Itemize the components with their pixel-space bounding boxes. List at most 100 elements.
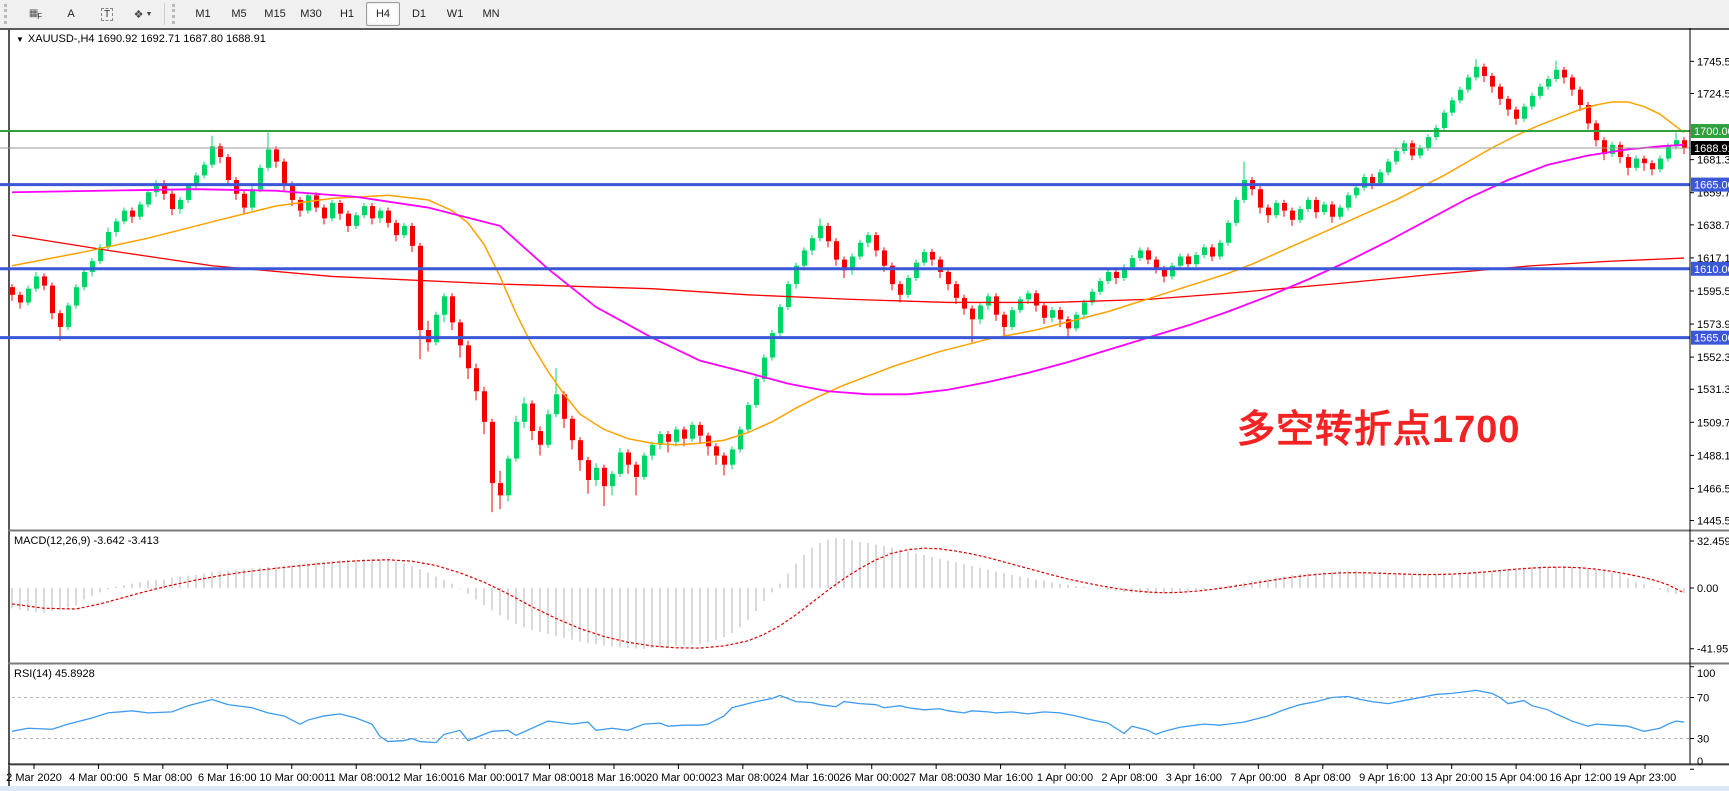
candle-body [82,271,87,288]
candle-body [850,256,855,271]
symbol-dropdown-icon[interactable]: ▼ [16,35,24,44]
grid-icon: ▦F [28,7,42,21]
candle-body [1186,256,1191,265]
candle-body [378,210,383,219]
candle-body [114,221,119,233]
candle-body [146,192,151,205]
symbol-title[interactable]: ▼ XAUUSD-,H4 1690.92 1692.71 1687.80 1688… [16,33,266,45]
price-tag-label: 1610.00 [1694,264,1729,276]
candle-body [1394,150,1399,162]
candle-body [682,429,687,439]
candle-body [730,449,735,465]
axis-label: 100 [1697,668,1715,680]
time-label: 19 Apr 23:00 [1614,772,1676,784]
candle-body [1226,222,1231,243]
candle-body [922,251,927,263]
candle-body [858,242,863,257]
candle-body [930,251,935,260]
macd-legend: MACD(12,26,9) -3.642 -3.413 [14,535,159,547]
arrows-tool-button[interactable]: ❖ ▼ [126,2,160,26]
timeframe-button-W1[interactable]: W1 [446,8,464,20]
candle-body [1194,255,1199,265]
candle-body [1586,105,1591,124]
candle-body [778,307,783,334]
axis-label: 1724.50 [1697,89,1729,101]
candle-body [170,193,175,210]
candle-body [1106,271,1111,282]
text-tool-button[interactable]: T [90,2,124,26]
candle-body [338,202,343,214]
axis-label: 1681.30 [1697,155,1729,167]
macd-signal-line [11,547,1685,649]
axis-label: 1745.50 [1697,56,1729,68]
timeframe-button-D1[interactable]: D1 [411,8,427,20]
candle-body [546,414,551,445]
candle-body [586,460,591,481]
toolbar-drag-handle[interactable] [4,4,15,24]
toolbar-drag-handle-2[interactable] [172,4,183,24]
candle-body [882,250,887,266]
candle-body [314,195,319,208]
timeframe-button-M15[interactable]: M15 [264,8,286,20]
chart-canvas[interactable]: 1745.501724.501681.301659.701638.701617.… [0,28,1729,791]
candle-body [1218,242,1223,257]
candle-body [1546,78,1551,87]
candle-body [1178,256,1183,266]
rsi-line [11,689,1685,744]
candle-body [202,164,207,176]
candle-body [810,238,815,251]
candle-body [1674,140,1679,147]
axis-label: 1552.30 [1697,352,1729,364]
candle-body [1018,299,1023,311]
axis-label: 1445.50 [1697,516,1729,528]
candle-body [1626,157,1631,168]
timeframe-button-M5[interactable]: M5 [231,8,247,20]
time-label: 24 Mar 16:00 [775,772,840,784]
timeframe-button-H1[interactable]: H1 [339,8,355,20]
candle-body [1554,69,1559,79]
candle-body [58,313,63,327]
candle-body [26,288,31,303]
crosshair-tool-button[interactable]: A [67,8,75,20]
drawing-tools-group: ▦F A T ❖ ▼ [17,0,161,28]
candle-body [578,440,583,461]
axis-label: 1488.10 [1697,450,1729,462]
candle-body [1146,250,1151,260]
candle-body [594,467,599,481]
time-label: 27 Mar 08:00 [904,772,969,784]
axis-label: -41.95 [1697,644,1728,656]
candle-body [914,262,919,278]
candle-body [106,232,111,248]
candle-body [666,434,671,442]
candle-body [1082,302,1087,315]
time-label: 2 Apr 08:00 [1101,772,1157,784]
candle-body [634,464,639,477]
candle-body [354,215,359,226]
timeframe-button-MN[interactable]: MN [482,8,500,20]
timeframe-button-H4[interactable]: H4 [366,2,400,26]
chart-shift-tool-button[interactable]: ▦F [18,2,52,26]
candle-body [506,458,511,496]
candle-body [658,434,663,445]
timeframe-button-M30[interactable]: M30 [300,8,322,20]
candle-body [1266,207,1271,216]
candle-body [1306,199,1311,210]
candle-body [530,403,535,432]
candle-body [786,284,791,308]
candle-body [1410,143,1415,156]
candle-body [674,429,679,442]
candle-body [1514,109,1519,119]
axis-label: 70 [1697,693,1709,705]
candle-body [1114,271,1119,278]
candle-body [10,287,15,295]
candle-body [1506,98,1511,110]
axis-label: 0 [1697,756,1703,768]
time-label: 30 Mar 16:00 [968,772,1033,784]
ma-slow-red-line [11,234,1685,304]
timeframe-button-M1[interactable]: M1 [195,8,211,20]
candle-body [1162,268,1167,277]
candle-body [450,296,455,323]
candle-body [602,467,607,487]
candle-body [1322,204,1327,213]
candle-body [482,391,487,422]
